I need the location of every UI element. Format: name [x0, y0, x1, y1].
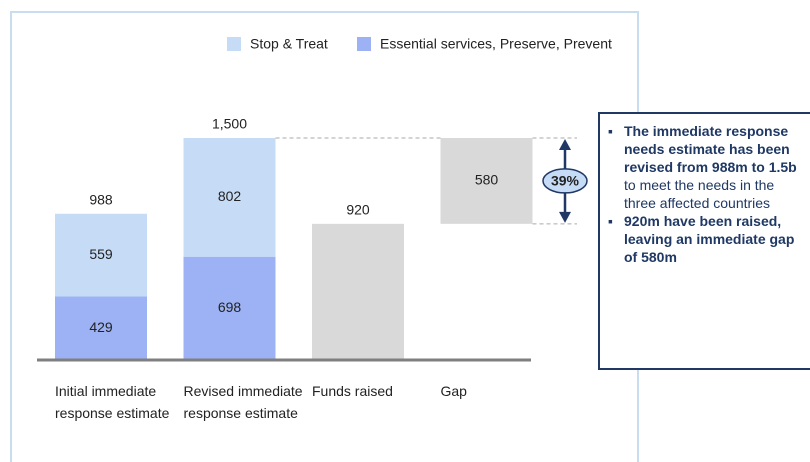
category-label: Funds raised [312, 383, 393, 399]
arrow-head [559, 211, 571, 223]
category-label: Initial immediate response estimate [55, 383, 170, 421]
bar-segment [312, 223, 404, 360]
note-item: The immediate response needs estimate ha… [608, 122, 806, 212]
note-text: The immediate response needs estimate ha… [624, 123, 797, 175]
legend-swatch [357, 37, 371, 51]
annotation-badge [542, 168, 588, 194]
bar-segment [55, 296, 147, 360]
segment-label: 698 [218, 299, 242, 315]
legend-label: Essential services, Preserve, Prevent [380, 36, 612, 52]
bar-segment [183, 138, 276, 257]
segment-label: 559 [89, 246, 113, 262]
notes-box: The immediate response needs estimate ha… [598, 112, 810, 370]
category-label: Revised immediate response estimate [183, 383, 303, 421]
annotation: 39% [551, 173, 580, 189]
bar-segment [55, 213, 147, 297]
note-item: 920m have been raised, leaving an immedi… [608, 212, 806, 266]
legend-label: Stop & Treat [250, 36, 328, 52]
arrow-head [559, 139, 571, 150]
legend-swatch [227, 37, 241, 51]
segment-label: 802 [218, 188, 242, 204]
total-label: 920 [346, 202, 370, 218]
segment-label: 429 [89, 319, 113, 335]
bar-segment [440, 138, 533, 224]
category-label: Gap [440, 383, 467, 399]
segment-label: 580 [475, 172, 499, 188]
total-label: 1,500 [212, 116, 247, 132]
note-text: to meet the needs in the three affected … [624, 177, 775, 211]
note-text: 920m have been raised, leaving an immedi… [624, 213, 795, 265]
notes-list: The immediate response needs estimate ha… [606, 122, 810, 266]
total-label: 988 [89, 191, 113, 207]
bar-segment [183, 256, 276, 360]
